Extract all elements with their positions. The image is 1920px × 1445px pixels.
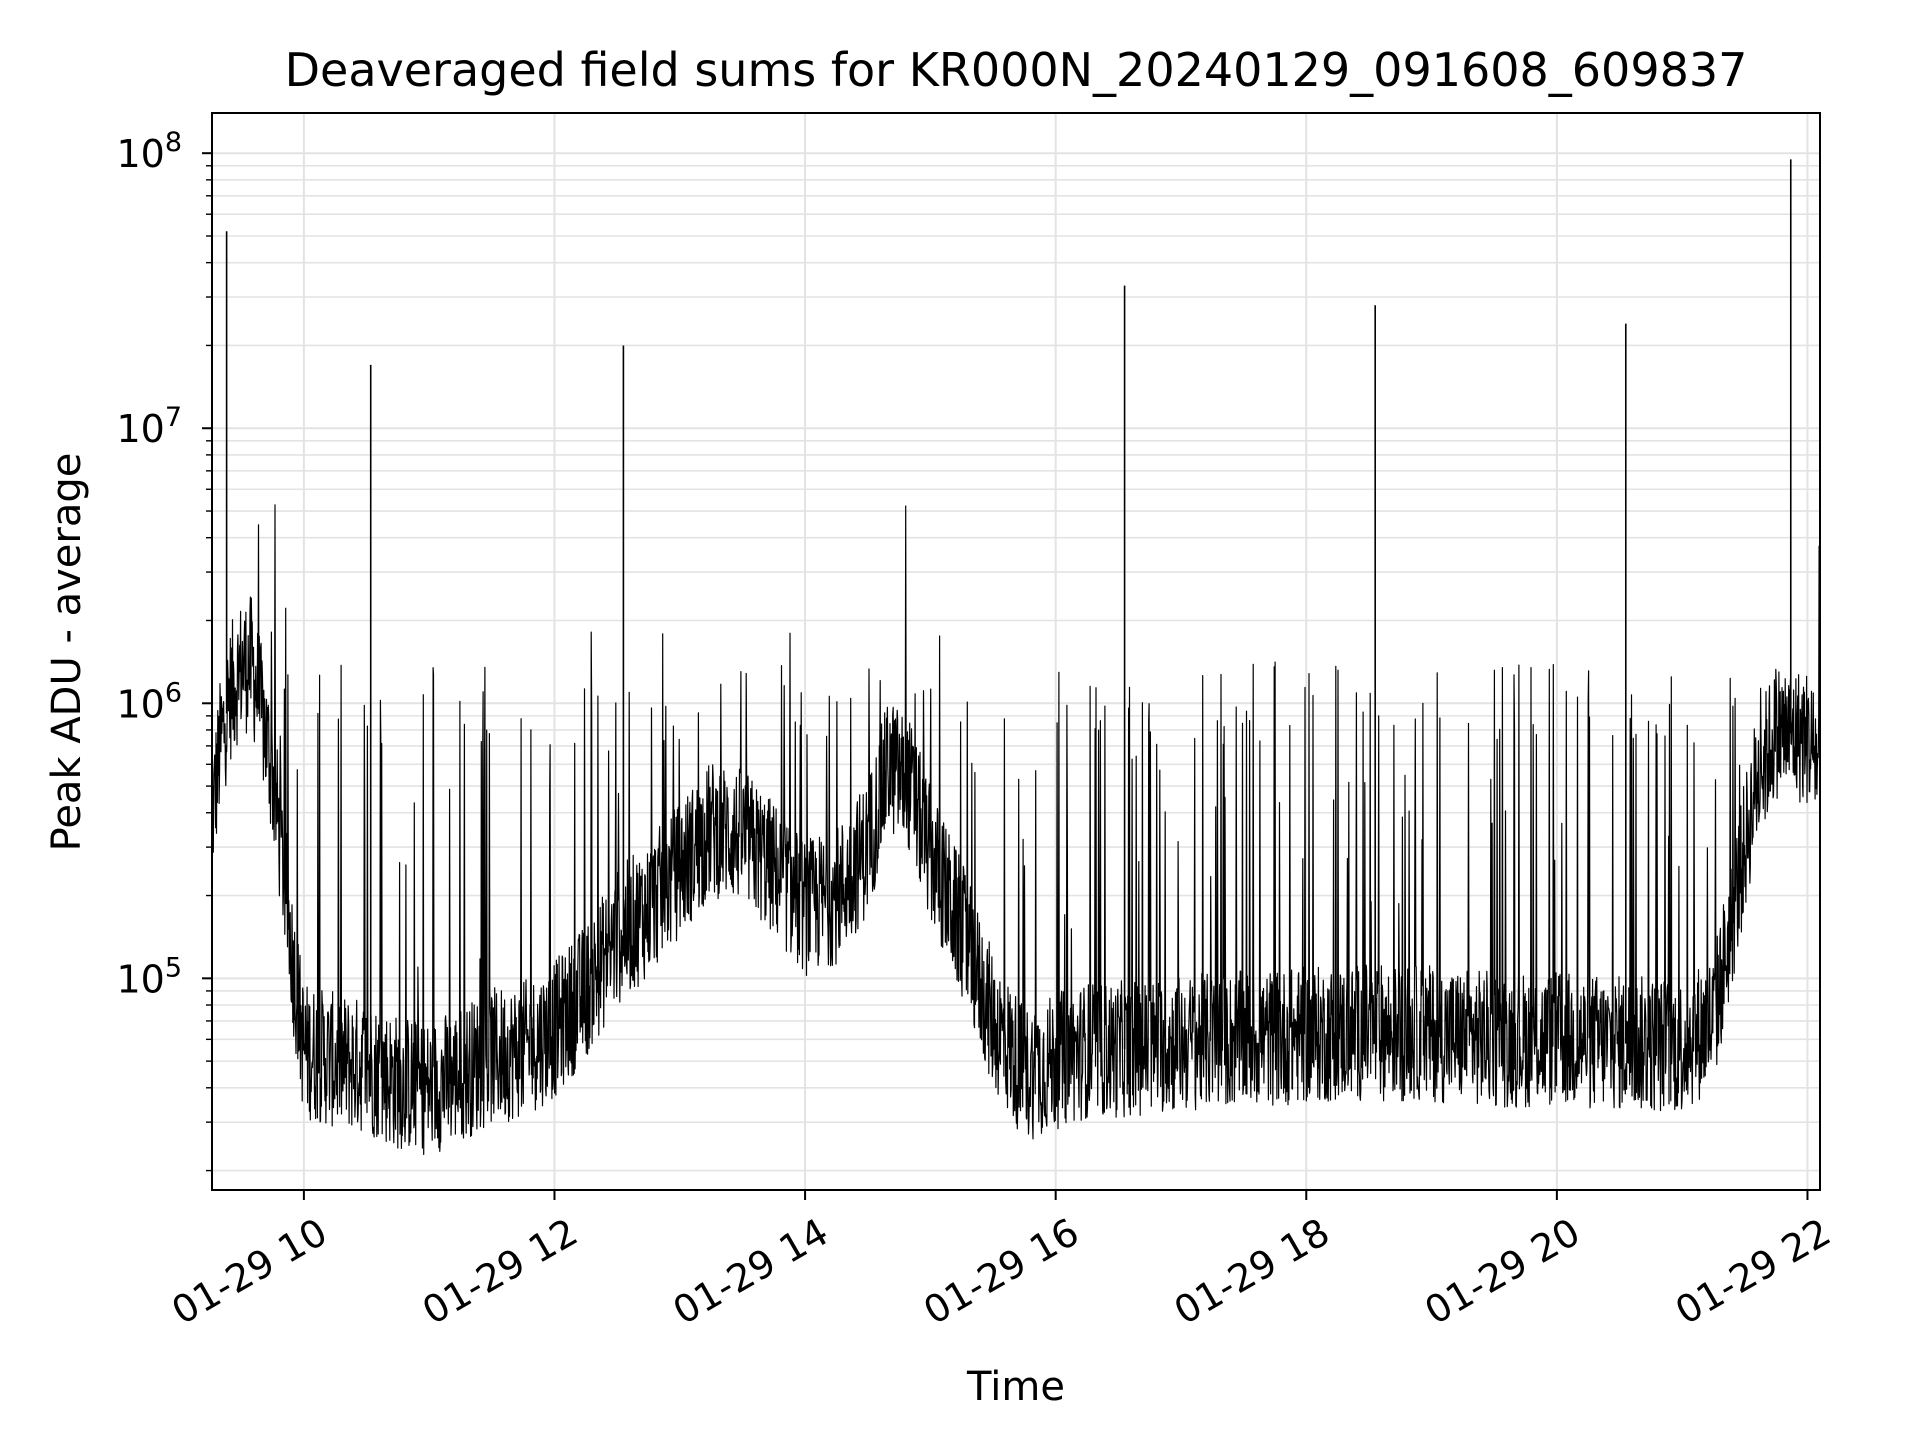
y-tick-label: 108 <box>116 127 182 176</box>
chart-title: Deaveraged field sums for KR000N_2024012… <box>285 43 1748 97</box>
y-tick-label: 106 <box>116 677 182 726</box>
y-axis-label: Peak ADU - average <box>44 453 90 852</box>
series-layer <box>211 159 1821 1155</box>
axes-frame <box>211 112 1821 1191</box>
data-series-line <box>211 504 1821 1155</box>
y-tick-label: 105 <box>116 952 182 1001</box>
y-tick-label: 107 <box>116 402 182 451</box>
x-axis-label: Time <box>966 1364 1065 1410</box>
